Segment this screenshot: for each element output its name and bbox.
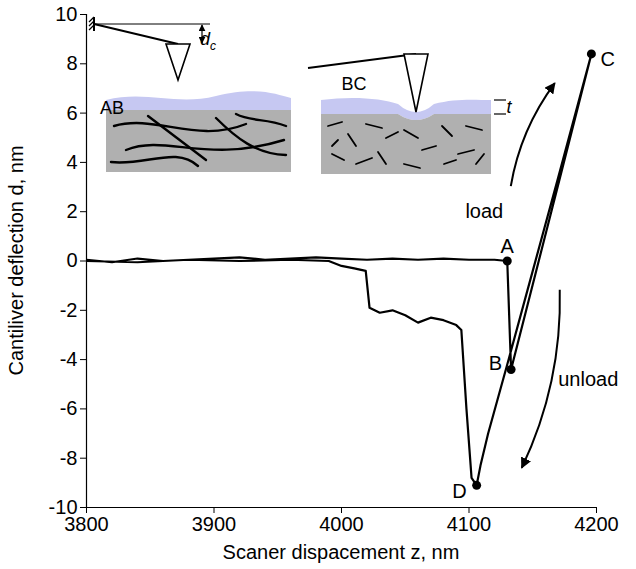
svg-text:D: D bbox=[452, 480, 466, 502]
svg-text:AB: AB bbox=[100, 98, 124, 118]
svg-text:0: 0 bbox=[66, 249, 77, 271]
svg-text:BC: BC bbox=[341, 74, 366, 94]
svg-text:10: 10 bbox=[55, 3, 77, 25]
svg-text:8: 8 bbox=[66, 52, 77, 74]
svg-text:4000: 4000 bbox=[319, 513, 364, 535]
svg-text:-10: -10 bbox=[49, 496, 78, 518]
svg-text:C: C bbox=[600, 48, 614, 70]
svg-text:load: load bbox=[465, 200, 503, 222]
svg-text:unload: unload bbox=[558, 368, 618, 390]
svg-text:t: t bbox=[506, 97, 512, 117]
svg-text:3900: 3900 bbox=[192, 513, 237, 535]
svg-text:4: 4 bbox=[66, 151, 77, 173]
svg-text:4200: 4200 bbox=[574, 513, 619, 535]
svg-text:-4: -4 bbox=[60, 348, 78, 370]
svg-text:3800: 3800 bbox=[64, 512, 109, 535]
svg-text:-6: -6 bbox=[60, 397, 78, 419]
svg-text:-8: -8 bbox=[60, 447, 78, 469]
svg-text:Scaner dispacement z, nm: Scaner dispacement z, nm bbox=[223, 541, 460, 563]
svg-text:6: 6 bbox=[66, 102, 77, 124]
svg-text:B: B bbox=[489, 352, 502, 374]
svg-text:4100: 4100 bbox=[447, 513, 492, 535]
svg-text:A: A bbox=[501, 235, 515, 257]
svg-text:-2: -2 bbox=[60, 299, 78, 321]
svg-text:dc: dc bbox=[200, 29, 216, 53]
svg-text:Cantiliver deflection d, nm: Cantiliver deflection d, nm bbox=[5, 145, 27, 375]
svg-text:2: 2 bbox=[66, 200, 77, 222]
